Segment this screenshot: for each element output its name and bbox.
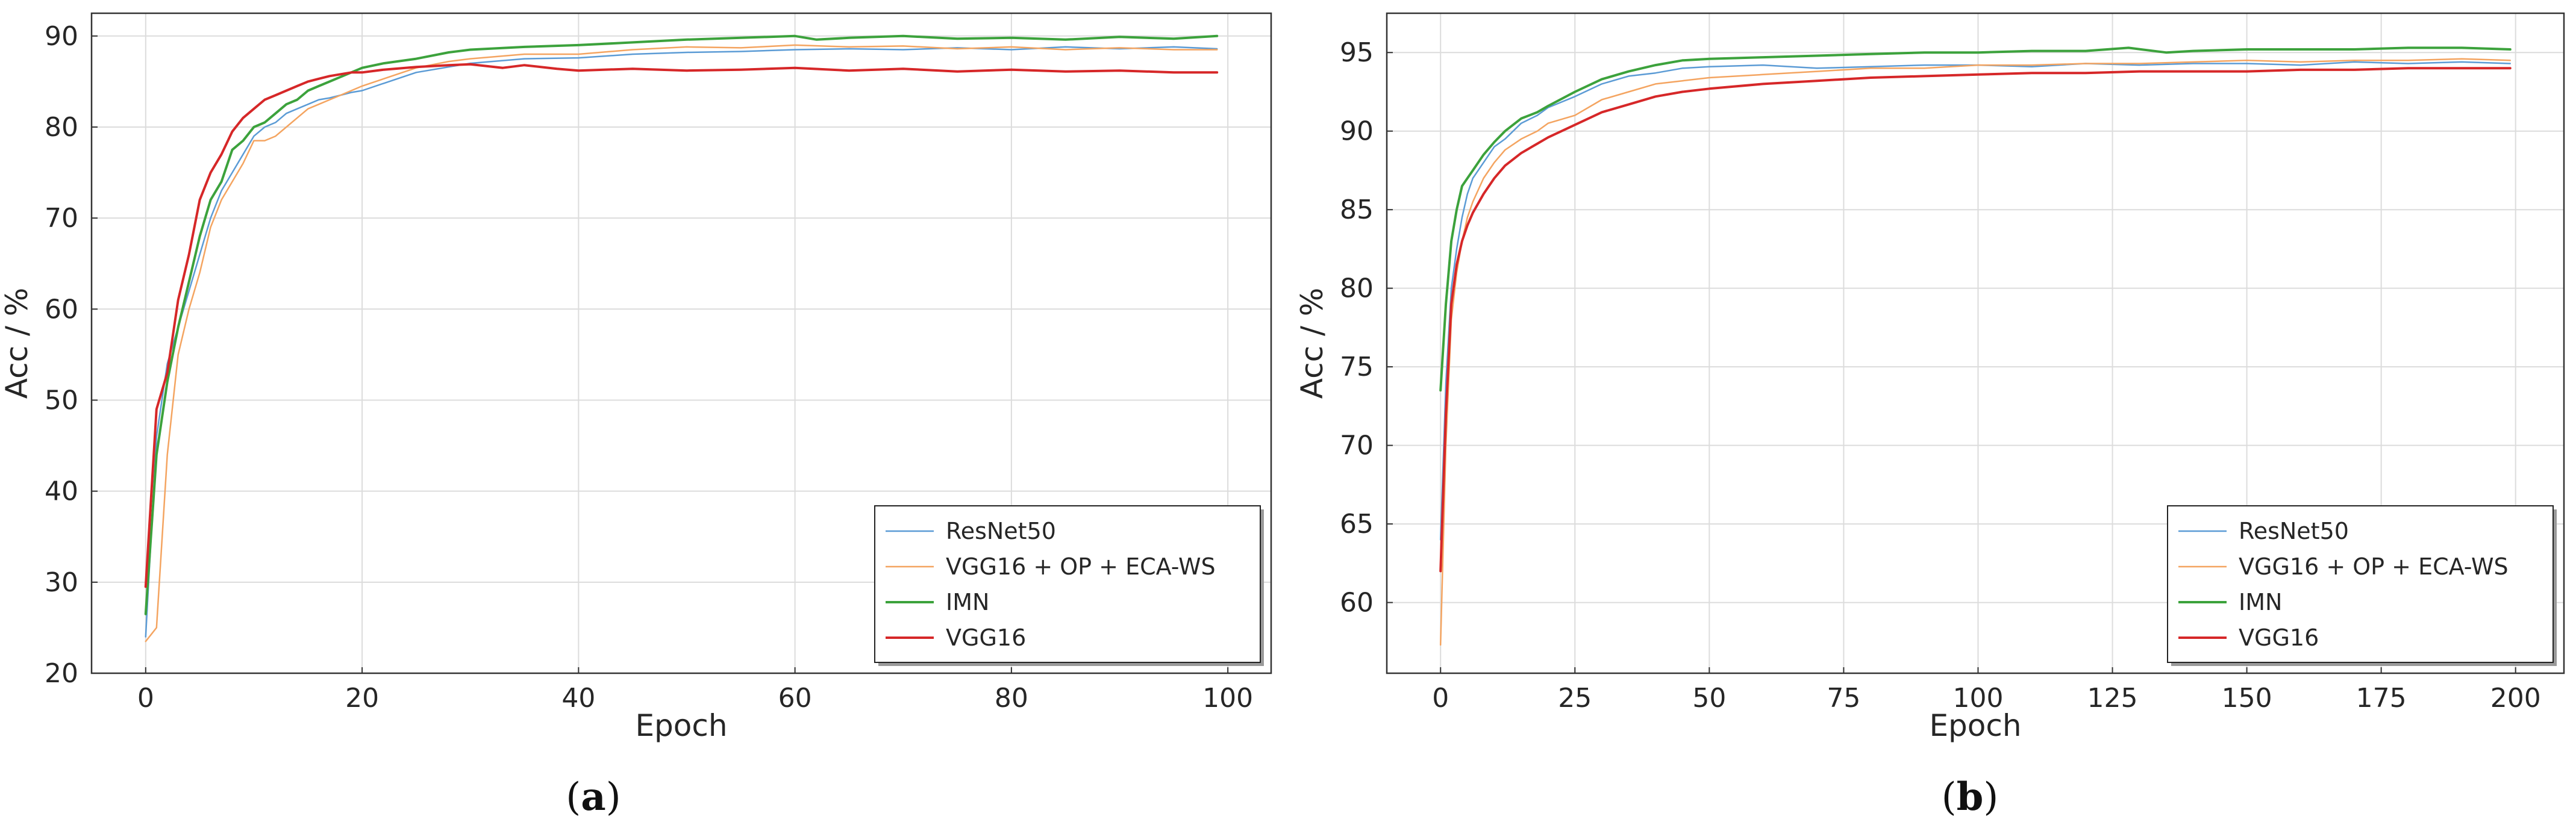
y-tick-label: 70 (45, 203, 78, 234)
x-tick-label: 80 (995, 683, 1028, 714)
plot-frame (90, 12, 1272, 674)
plot-frame (1386, 12, 2565, 674)
caption-letter: a (581, 774, 605, 820)
y-tick-label: 80 (1340, 273, 1374, 304)
series-line-vgg16-op-eca-ws (145, 44, 1218, 643)
caption-letter: b (1957, 774, 1984, 820)
y-tick-label: 30 (45, 567, 78, 598)
y-tick-label: 60 (1340, 588, 1374, 618)
y-axis-label: Acc / % (1295, 288, 1330, 399)
y-tick-label: 85 (1340, 195, 1374, 225)
legend-entry: ResNet50 (2239, 518, 2349, 544)
series-line-imn (144, 34, 1219, 615)
y-tick-label: 95 (1340, 37, 1374, 68)
x-tick-label: 75 (1827, 683, 1860, 714)
y-tick-label: 90 (45, 21, 78, 52)
y-tick-label: 75 (1340, 352, 1374, 382)
legend-entry: VGG16 + OP + ECA-WS (946, 553, 1216, 580)
legend-entry: VGG16 + OP + ECA-WS (2239, 553, 2509, 580)
x-tick-label: 25 (1558, 683, 1592, 714)
x-tick-label: 60 (778, 683, 812, 714)
y-tick-label: 60 (45, 294, 78, 325)
legend-entry: VGG16 (2239, 624, 2319, 651)
legend-entry: IMN (2239, 589, 2282, 615)
x-tick-label: 0 (1432, 683, 1449, 714)
y-tick-label: 65 (1340, 509, 1374, 540)
x-tick-label: 50 (1692, 683, 1726, 714)
caption-close-paren: ) (606, 775, 621, 820)
x-tick-label: 40 (561, 683, 595, 714)
x-tick-label: 125 (2087, 683, 2138, 714)
y-tick-label: 40 (45, 476, 78, 507)
caption-open-paren: ( (566, 775, 581, 820)
series-line-imn (1439, 46, 2512, 392)
y-axis-label: Acc / % (0, 288, 34, 399)
caption-open-paren: ( (1942, 775, 1957, 820)
legend-entry: IMN (946, 589, 989, 615)
panel-a: 0 20 40 60 80 100 20 30 40 50 60 70 80 90 Epoch Acc / %… (0, 12, 1272, 820)
x-axis-label: Epoch (1929, 708, 2021, 743)
series-line-vgg16-op-eca-ws (1439, 58, 2512, 646)
x-tick-label: 175 (2356, 683, 2407, 714)
legend (2167, 505, 2554, 663)
x-tick-label: 100 (1952, 683, 2003, 714)
legend-entry: ResNet50 (946, 518, 1056, 544)
y-tick-label: 70 (1340, 431, 1374, 461)
x-tick-label: 150 (2222, 683, 2272, 714)
series-line-resnet50 (145, 46, 1218, 638)
x-tick-label: 200 (2490, 683, 2541, 714)
y-tick-label: 80 (45, 112, 78, 143)
y-tick-label: 20 (45, 658, 78, 689)
series-line-vgg16 (144, 63, 1219, 588)
y-tick-label: 50 (45, 385, 78, 416)
panel-caption: (a) (566, 774, 621, 820)
legend (874, 505, 1261, 663)
series-line-vgg16 (1439, 67, 2512, 573)
x-axis-label: Epoch (635, 708, 727, 743)
y-tick-label: 90 (1340, 116, 1374, 147)
caption-close-paren: ) (1983, 775, 1998, 820)
x-tick-label: 20 (345, 683, 379, 714)
x-tick-label: 0 (137, 683, 154, 714)
panel-b: 0 25 50 75 100 125 150 175 200 60 65 70 75 80 85 90 95 Ep… (1295, 12, 2565, 820)
series-line-resnet50 (1439, 61, 2512, 541)
legend-entry: VGG16 (946, 624, 1026, 651)
panel-caption: (b) (1942, 774, 1999, 820)
x-tick-label: 100 (1202, 683, 1253, 714)
